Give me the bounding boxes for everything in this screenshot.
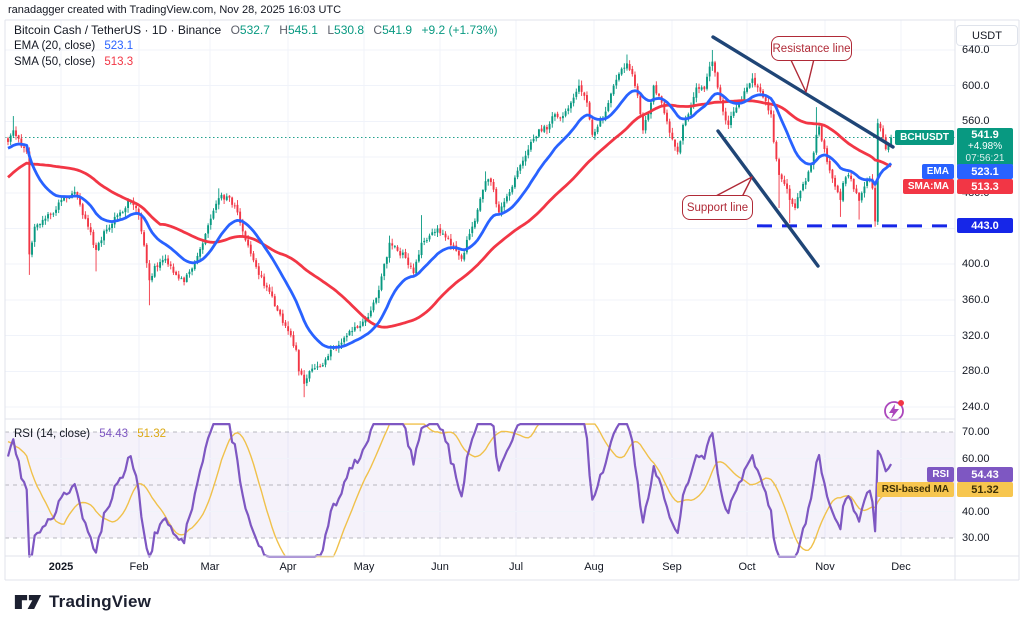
- time-axis-label: Dec: [891, 561, 911, 573]
- rsi-label: RSI (14, close): [14, 428, 91, 440]
- time-axis-label: Jun: [431, 561, 449, 573]
- currency-toggle-button[interactable]: USDT: [956, 25, 1018, 46]
- sma-value-badge: 513.3: [957, 179, 1013, 194]
- bar-countdown: 07:56:21: [965, 153, 1005, 164]
- ohlc-close-value: 541.9: [382, 23, 413, 37]
- price-axis-label: 600.0: [962, 79, 990, 92]
- ema-label-badge: EMA: [921, 164, 954, 179]
- time-axis-label: Mar: [200, 561, 220, 573]
- rsi-ma-label-badge: RSI-based MA: [876, 482, 954, 497]
- price-axis-label: 240.0: [962, 401, 990, 413]
- time-axis-label: Feb: [129, 561, 149, 573]
- support-annotation[interactable]: Support line: [682, 195, 753, 220]
- last-price-badge: 541.9 +4.98% 07:56:21: [957, 128, 1013, 166]
- resistance-annotation[interactable]: Resistance line: [771, 36, 852, 61]
- time-axis-label: Jul: [508, 561, 524, 573]
- price-axis-label: 640.0: [962, 44, 990, 56]
- sma-label-badge: SMA:MA: [902, 179, 954, 194]
- last-price-change: +4.98%: [967, 141, 1003, 152]
- ema-value-badge: 523.1: [957, 164, 1013, 179]
- rsi-value: 54.43: [99, 428, 129, 440]
- sma-label: SMA (50, close): [14, 56, 96, 68]
- ohlc-low-value: 530.8: [334, 23, 365, 37]
- time-axis-label: Sep: [662, 561, 682, 573]
- rsi-label-badge: RSI: [927, 467, 954, 482]
- tradingview-logo[interactable]: TradingView: [14, 590, 151, 614]
- symbol-title: Bitcoin Cash / TetherUS · 1D · Binance: [14, 23, 222, 37]
- sma-value: 513.3: [104, 56, 134, 68]
- ohlc-low-label: L: [327, 23, 335, 37]
- ema-value: 523.1: [104, 40, 134, 52]
- time-axis-label: May: [353, 561, 375, 573]
- chart-legend: Bitcoin Cash / TetherUS · 1D · Binance O…: [14, 23, 498, 70]
- time-axis-label: Apr: [279, 561, 297, 573]
- symbol-legend-row[interactable]: Bitcoin Cash / TetherUS · 1D · Binance O…: [14, 23, 498, 38]
- price-axis-label: 360.0: [962, 293, 990, 306]
- last-price: 541.9: [971, 129, 999, 141]
- rsi-axis-label: 40.00: [962, 505, 990, 518]
- ohlc-high-value: 545.1: [287, 23, 318, 37]
- time-axis-label: 2025: [48, 561, 74, 573]
- tradingview-wordmark: TradingView: [49, 592, 152, 611]
- price-axis-label: 400.0: [962, 258, 990, 271]
- ohlc-open-value: 532.7: [239, 23, 270, 37]
- tradingview-mark-icon: [14, 595, 42, 609]
- ema-label: EMA (20, close): [14, 40, 96, 52]
- time-axis-label: Nov: [815, 561, 835, 573]
- support-level-badge: 443.0: [957, 218, 1013, 233]
- time-axis-label: Aug: [584, 561, 604, 573]
- rsi-ma-value-badge: 51.32: [957, 482, 1013, 497]
- rsi-legend-row[interactable]: RSI (14, close) 54.43 51.32: [14, 428, 166, 440]
- rsi-axis-label: 30.00: [962, 532, 990, 544]
- symbol-label-badge: BCHUSDT: [895, 130, 954, 145]
- ohlc-close-label: C: [373, 23, 383, 37]
- rsi-ma-value: 51.32: [137, 428, 167, 440]
- ohlc-open-label: O: [230, 23, 240, 37]
- rsi-axis-label: 60.00: [962, 452, 990, 465]
- rsi-axis-label: 70.00: [962, 426, 990, 438]
- rsi-value-badge: 54.43: [957, 467, 1013, 482]
- time-axis-label: Oct: [738, 561, 756, 573]
- price-axis-label: 320.0: [962, 329, 990, 342]
- ema-legend-row[interactable]: EMA (20, close) 523.1: [14, 39, 498, 54]
- price-axis-label: 560.0: [962, 115, 990, 128]
- ohlc-high-label: H: [279, 23, 288, 37]
- change-value: +9.2 (+1.73%): [421, 23, 498, 37]
- sma-legend-row[interactable]: SMA (50, close) 513.3: [14, 55, 498, 70]
- price-axis-label: 280.0: [962, 365, 990, 378]
- attribution-text: ranadagger created with TradingView.com,…: [8, 4, 342, 16]
